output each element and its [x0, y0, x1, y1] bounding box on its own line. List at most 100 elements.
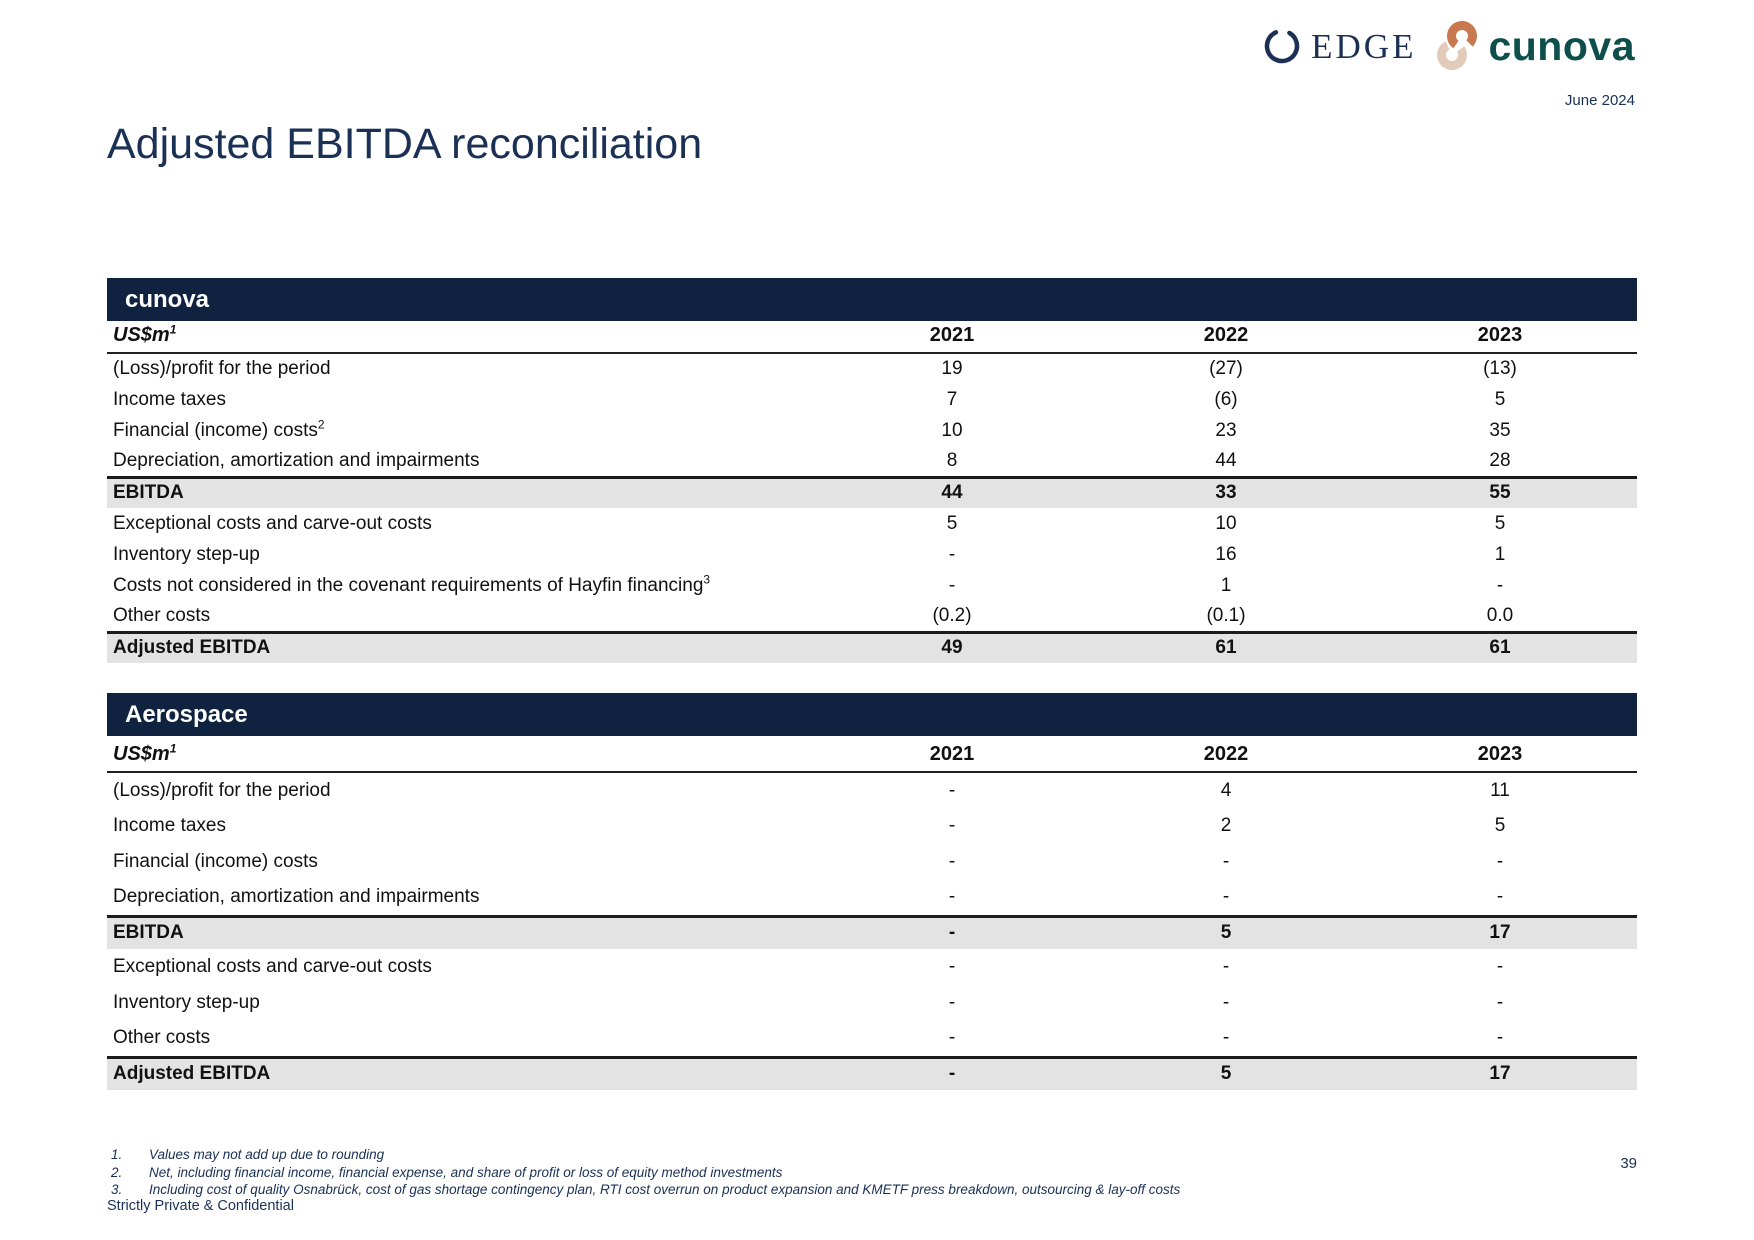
value-cell: 2 — [1220, 815, 1232, 836]
footnote: 2. Net, including financial income, fina… — [107, 1164, 1307, 1182]
row-label: Exceptional costs and carve-out costs — [113, 512, 432, 534]
table-row: Other costs (0.2) (0.1) 0.0 — [107, 601, 1637, 632]
value-cell: 10 — [941, 419, 963, 441]
column-header-2023: 2023 — [1363, 736, 1637, 773]
footnote-marker: 2 — [317, 417, 325, 432]
cunova-logo: cunova — [1434, 20, 1635, 72]
cunova-band: cunova — [107, 278, 1637, 321]
footnote-number: 1. — [111, 1147, 123, 1162]
band-title: cunova — [125, 285, 210, 313]
value-cell: - — [1496, 992, 1504, 1013]
table-row: Depreciation, amortization and impairmen… — [107, 880, 1637, 916]
row-label: EBITDA — [113, 922, 184, 944]
value-cell: - — [1222, 992, 1230, 1013]
footnotes: 1. Values may not add up due to rounding… — [107, 1146, 1307, 1199]
value-cell: 1 — [1220, 574, 1232, 596]
cunova-table: US$m1 2021 2022 2023 (Loss)/profit for t… — [107, 321, 1637, 663]
value-cell: 5 — [1089, 1055, 1363, 1090]
value-cell: - — [948, 779, 956, 801]
row-label: Financial (income) costs — [113, 851, 318, 872]
value-cell: 55 — [1363, 475, 1637, 508]
value-cell: - — [1496, 851, 1504, 872]
row-label: Income taxes — [113, 388, 226, 410]
table-row: Inventory step-up - 16 1 — [107, 539, 1637, 570]
table-row: (Loss)/profit for the period 19 (27) (13) — [107, 353, 1637, 384]
row-label: Income taxes — [113, 815, 226, 836]
row-label: Financial (income) costs — [113, 419, 318, 441]
column-header-2022: 2022 — [1089, 736, 1363, 773]
table-header-row: US$m1 2021 2022 2023 — [107, 736, 1637, 773]
value-cell: - — [948, 1027, 956, 1049]
footnote-text: Including cost of quality Osnabrück, cos… — [149, 1182, 1181, 1197]
row-label: Adjusted EBITDA — [113, 637, 271, 659]
row-label: Adjusted EBITDA — [113, 1063, 271, 1085]
unit-label: US$m — [113, 324, 170, 346]
footnote-marker: 1 — [169, 741, 177, 756]
edge-logo: EDGE — [1263, 27, 1416, 65]
value-cell: 5 — [1089, 914, 1363, 949]
knot-icon — [1437, 21, 1478, 70]
column-header-2021: 2021 — [815, 321, 1089, 354]
value-cell: - — [815, 1055, 1089, 1090]
value-cell: 33 — [1089, 475, 1363, 508]
table-row: Financial (income) costs - - - — [107, 844, 1637, 880]
value-cell: - — [1222, 1027, 1230, 1049]
value-cell: - — [1496, 574, 1504, 596]
value-cell: - — [815, 914, 1089, 949]
value-cell: (13) — [1483, 358, 1517, 379]
value-cell: 11 — [1490, 779, 1510, 801]
edge-logo-text: EDGE — [1311, 26, 1417, 66]
value-cell: 16 — [1215, 543, 1237, 565]
footnote-text: Values may not add up due to rounding — [149, 1147, 385, 1162]
logo-row: EDGE cunova — [1263, 20, 1635, 72]
value-cell: - — [948, 851, 956, 872]
date-label: June 2024 — [1564, 92, 1635, 109]
value-cell: 5 — [1494, 388, 1506, 410]
value-cell: - — [948, 574, 956, 596]
footnote: 3. Including cost of quality Osnabrück, … — [107, 1181, 1307, 1199]
page-title: Adjusted EBITDA reconciliation — [107, 120, 703, 168]
value-cell: 35 — [1489, 419, 1511, 441]
value-cell: - — [1496, 956, 1504, 977]
total-row: EBITDA -5 17 — [107, 914, 1637, 949]
value-cell: 1 — [1494, 543, 1506, 565]
column-header-2023: 2023 — [1363, 321, 1637, 354]
value-cell: 17 — [1363, 914, 1637, 949]
table-row: Depreciation, amortization and impairmen… — [107, 446, 1637, 477]
band-title: Aerospace — [125, 700, 248, 728]
value-cell: - — [948, 956, 956, 977]
value-cell: 5 — [1494, 512, 1506, 534]
column-header-2022: 2022 — [1089, 321, 1363, 354]
total-row: Adjusted EBITDA -5 17 — [107, 1055, 1637, 1090]
row-label: Costs not considered in the covenant req… — [113, 574, 704, 596]
value-cell: 23 — [1215, 419, 1237, 441]
table-row: Exceptional costs and carve-out costs - - - — [107, 949, 1637, 985]
page-number: 39 — [1620, 1155, 1637, 1172]
value-cell: - — [1222, 956, 1230, 977]
row-label: Other costs — [113, 1027, 211, 1049]
total-row: EBITDA 44 33 55 — [107, 475, 1637, 508]
table-row: Inventory step-up - - - — [107, 985, 1637, 1021]
edge-circle-icon — [1264, 28, 1300, 64]
value-cell: - — [948, 543, 956, 565]
confidential-label: Strictly Private & Confidential — [107, 1198, 294, 1214]
cunova-logo-text: cunova — [1488, 22, 1635, 69]
value-cell: (27) — [1209, 358, 1243, 379]
value-cell: 10 — [1215, 512, 1237, 534]
value-cell: 17 — [1363, 1055, 1637, 1090]
value-cell: - — [948, 886, 956, 908]
row-label: Depreciation, amortization and impairmen… — [113, 886, 480, 908]
footnote-marker: 3 — [703, 572, 711, 587]
value-cell: 0.0 — [1486, 604, 1514, 626]
value-cell: - — [948, 815, 956, 836]
value-cell: 7 — [946, 388, 958, 410]
value-cell: (0.1) — [1206, 604, 1246, 626]
value-cell: - — [1496, 886, 1504, 908]
total-row: Adjusted EBITDA 49 61 61 — [107, 630, 1637, 663]
value-cell: 5 — [946, 512, 958, 534]
row-label: Inventory step-up — [113, 543, 260, 565]
row-label: (Loss)/profit for the period — [113, 779, 331, 801]
value-cell: - — [1496, 1027, 1504, 1049]
table-row: Financial (income) costs2 10 23 35 — [107, 415, 1637, 446]
unit-label: US$m — [113, 743, 170, 765]
